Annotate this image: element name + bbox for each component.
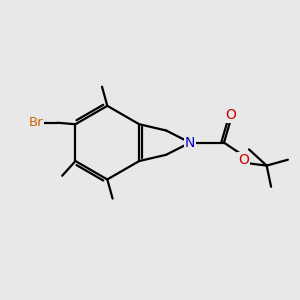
Text: O: O — [238, 153, 249, 167]
Text: Br: Br — [28, 116, 43, 129]
Text: N: N — [185, 136, 195, 150]
Text: O: O — [226, 108, 236, 122]
